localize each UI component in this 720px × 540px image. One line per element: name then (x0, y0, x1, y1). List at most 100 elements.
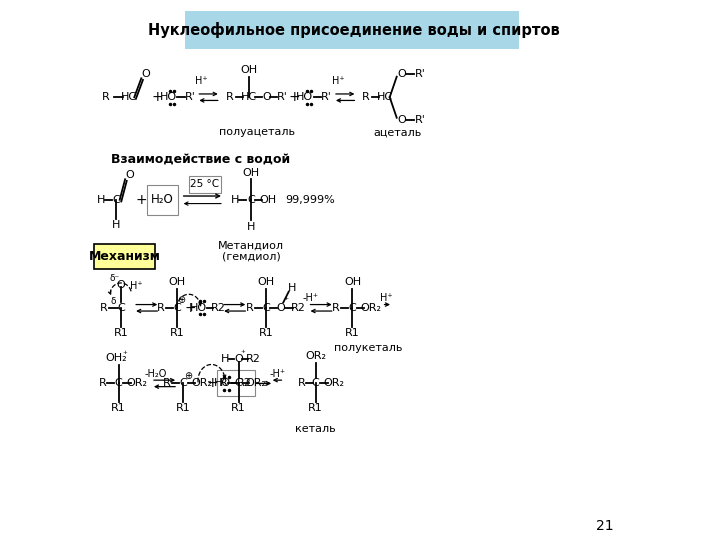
Text: O: O (125, 170, 134, 180)
Text: R: R (298, 379, 305, 388)
Text: R2: R2 (290, 303, 305, 313)
Text: -H⁺: -H⁺ (269, 369, 285, 379)
Text: -H₂O: -H₂O (144, 369, 166, 379)
Text: HC: HC (377, 92, 393, 102)
Text: OR₂: OR₂ (305, 352, 326, 361)
Text: ⁺: ⁺ (122, 350, 127, 359)
Text: O: O (234, 354, 243, 364)
Text: HC: HC (241, 92, 257, 102)
Text: R: R (157, 303, 165, 313)
Text: R1: R1 (308, 403, 323, 413)
Text: δ⁻: δ⁻ (109, 274, 120, 282)
Text: H: H (112, 220, 121, 230)
Text: H⁺: H⁺ (332, 76, 345, 86)
Text: H: H (288, 284, 296, 293)
Text: R1: R1 (114, 328, 128, 338)
Text: R': R' (277, 92, 288, 102)
Text: O: O (141, 69, 150, 79)
Text: C: C (179, 379, 187, 388)
Text: R': R' (415, 116, 426, 125)
Text: R': R' (320, 92, 331, 102)
Text: OH: OH (259, 195, 276, 205)
Text: R1: R1 (345, 328, 360, 338)
Text: O: O (397, 69, 407, 79)
Text: H₂O: H₂O (151, 193, 174, 206)
Text: R2: R2 (210, 303, 225, 313)
Text: R: R (333, 303, 340, 313)
Text: Взаимодействие с водой: Взаимодействие с водой (111, 153, 289, 166)
Text: +: + (135, 193, 147, 207)
Text: H⁺: H⁺ (379, 293, 392, 303)
Text: R1: R1 (170, 328, 184, 338)
Text: OR₂: OR₂ (192, 379, 212, 388)
Text: R': R' (415, 69, 426, 79)
Text: C: C (247, 195, 255, 205)
Text: полуацеталь: полуацеталь (220, 127, 295, 137)
Text: HO: HO (160, 92, 177, 102)
Text: C: C (112, 195, 120, 205)
Text: -H⁺: -H⁺ (302, 293, 318, 303)
Text: R2: R2 (236, 379, 251, 388)
Text: 99,999%: 99,999% (285, 195, 336, 205)
Text: OH: OH (344, 278, 361, 287)
Text: +: + (288, 90, 300, 104)
Text: R: R (99, 379, 107, 388)
Text: +: + (207, 376, 218, 390)
Text: R1: R1 (176, 403, 191, 413)
Text: 25 °C: 25 °C (191, 179, 220, 189)
Text: R: R (361, 92, 369, 102)
FancyBboxPatch shape (189, 176, 220, 193)
Text: ⁺: ⁺ (240, 349, 246, 357)
Text: OH: OH (258, 278, 274, 287)
Text: OH₂: OH₂ (106, 353, 127, 363)
FancyBboxPatch shape (217, 370, 255, 396)
Text: OR₂: OR₂ (323, 379, 345, 388)
Text: R: R (163, 379, 171, 388)
FancyBboxPatch shape (147, 185, 178, 215)
Text: ⊕: ⊕ (177, 295, 185, 305)
Text: OR₂: OR₂ (127, 379, 148, 388)
Text: OH: OH (243, 168, 259, 178)
Text: O: O (262, 92, 271, 102)
Text: OH: OH (240, 65, 258, 75)
Text: HO: HO (215, 379, 231, 388)
Text: HC: HC (121, 92, 137, 102)
Text: R': R' (184, 92, 195, 102)
Text: O: O (397, 116, 407, 125)
Text: R: R (99, 303, 107, 313)
Text: Нуклеофильное присоединение воды и спиртов: Нуклеофильное присоединение воды и спирт… (148, 22, 559, 38)
Text: R2: R2 (246, 354, 261, 364)
Text: HO: HO (189, 303, 207, 313)
FancyBboxPatch shape (184, 11, 519, 49)
Text: C: C (312, 379, 320, 388)
Text: H: H (221, 354, 230, 364)
Text: HO: HO (297, 92, 313, 102)
Text: +: + (184, 301, 196, 315)
Text: Метандиол
(гемдиол): Метандиол (гемдиол) (218, 240, 284, 262)
FancyBboxPatch shape (94, 244, 156, 269)
Text: +: + (152, 90, 163, 104)
Text: R1: R1 (231, 403, 246, 413)
Text: C: C (348, 303, 356, 313)
Text: C: C (235, 379, 243, 388)
Text: ⊕: ⊕ (184, 371, 192, 381)
Text: OR₂: OR₂ (246, 379, 266, 388)
Text: C: C (173, 303, 181, 313)
Text: C: C (262, 303, 270, 313)
Text: H: H (230, 195, 239, 205)
Text: OH: OH (168, 278, 186, 287)
Text: H: H (96, 195, 105, 205)
Text: R: R (225, 92, 233, 102)
Text: C: C (114, 379, 122, 388)
Text: кеталь: кеталь (295, 424, 336, 434)
Text: O: O (276, 303, 286, 313)
Text: ⁺: ⁺ (283, 296, 288, 306)
Text: 21: 21 (596, 519, 613, 534)
Text: R: R (246, 303, 253, 313)
Text: полукеталь: полукеталь (335, 343, 402, 353)
Text: R: R (102, 92, 110, 102)
Text: C: C (117, 303, 125, 313)
Text: R1: R1 (258, 328, 274, 338)
Text: R1: R1 (112, 403, 126, 413)
Text: ацеталь: ацеталь (374, 127, 422, 137)
